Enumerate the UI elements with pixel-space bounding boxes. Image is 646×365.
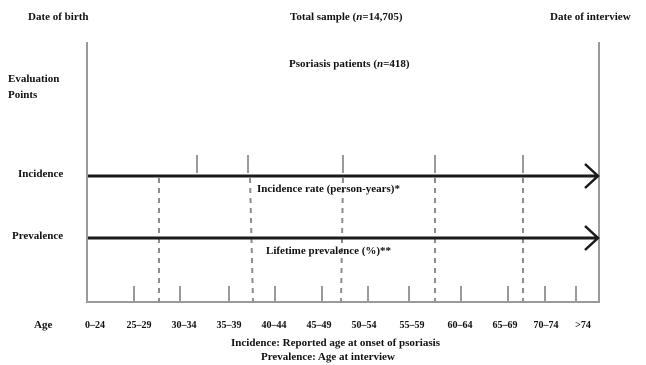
incidence-footnote: Incidence: Reported age at onset of psor… — [231, 337, 440, 349]
age-tick-label: 70–74 — [533, 320, 559, 331]
age-tick-label: 25–29 — [126, 320, 152, 331]
incidence-rate-label: Incidence rate (person-years)* — [257, 183, 400, 195]
age-tick-label: 65–69 — [492, 320, 518, 331]
incidence-label: Incidence — [18, 168, 64, 180]
age-tick-label: 45–49 — [306, 320, 332, 331]
incidence-arrow-head — [584, 163, 600, 189]
dashed-divider — [340, 177, 344, 303]
age-tick-label: >74 — [575, 320, 591, 331]
total-sample-label: Total sample (n=14,705) — [290, 12, 403, 23]
age-tick-label: 35–39 — [216, 320, 242, 331]
total-sample-n: n — [356, 11, 363, 23]
evaluation-points-line2: Points — [8, 89, 38, 101]
age-label: Age — [34, 319, 53, 331]
total-sample-suffix: =14,705) — [362, 11, 403, 23]
dashed-divider — [249, 177, 254, 303]
age-tick-label: 0–24 — [85, 320, 105, 331]
psoriasis-patients-label: Psoriasis patients (n=418) — [289, 59, 410, 70]
date-of-interview-label: Date of interview — [550, 11, 631, 23]
psoriasis-n: n — [377, 58, 384, 70]
age-tick-label: 55–59 — [399, 320, 425, 331]
psoriasis-prefix: Psoriasis patients ( — [289, 58, 377, 70]
lifetime-prevalence-label: Lifetime prevalence (%)** — [266, 245, 392, 257]
evaluation-points-line1: Evaluation — [8, 73, 60, 85]
prevalence-label: Prevalence — [12, 230, 64, 242]
age-tick-label: 30–34 — [171, 320, 197, 331]
date-of-birth-label: Date of birth — [28, 11, 89, 23]
total-sample-prefix: Total sample ( — [290, 11, 357, 23]
evaluation-points-label: Evaluation Points — [8, 71, 59, 103]
age-tick-label: 50–54 — [351, 320, 377, 331]
age-tick-label: 60–64 — [447, 320, 473, 331]
age-tick-label: 40–44 — [261, 320, 287, 331]
prevalence-arrow-head — [584, 225, 600, 251]
psoriasis-suffix: =418) — [383, 58, 410, 70]
prevalence-footnote: Prevalence: Age at interview — [261, 351, 395, 363]
